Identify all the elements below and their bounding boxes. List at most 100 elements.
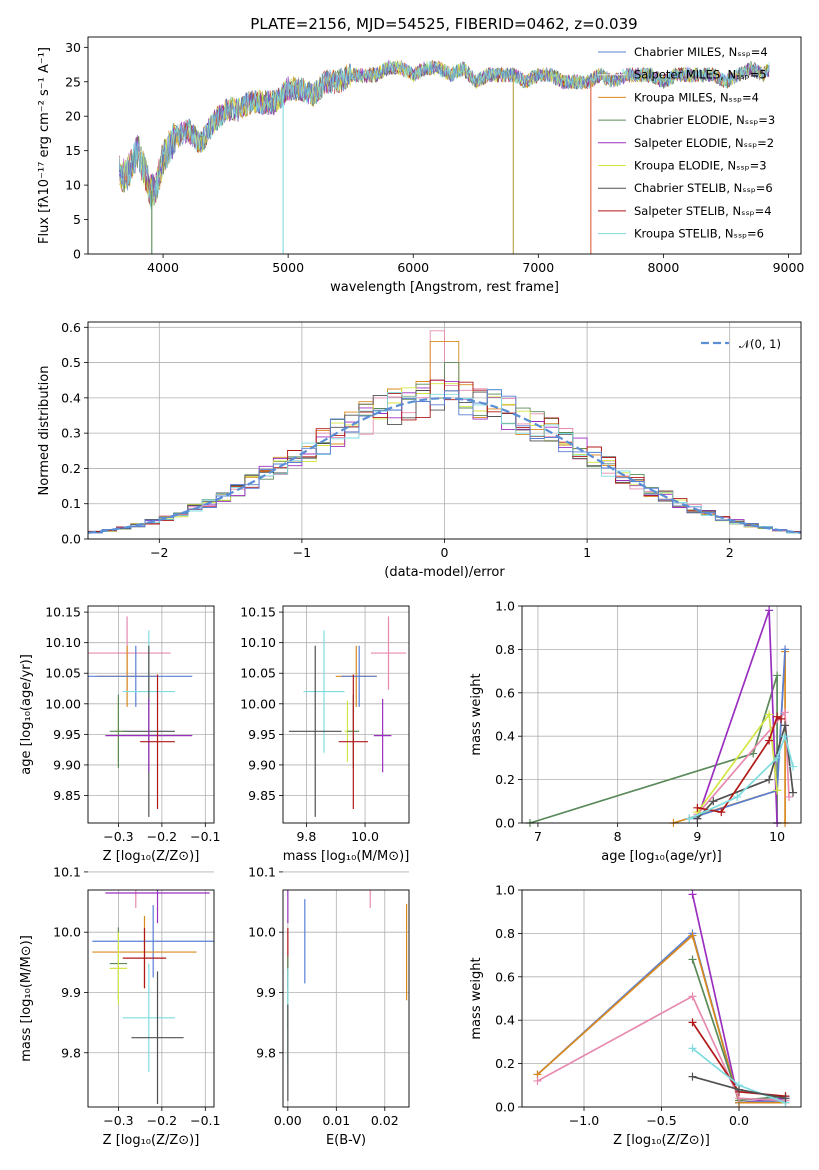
y-tick-label: 0.0 [495, 1100, 515, 1115]
x-axis-label: age [log₁₀(age/yr)] [601, 849, 722, 864]
x-tick-label: 9 [693, 829, 701, 844]
legend-entry: Chabrier MILES, Nₛₛₚ=4 [634, 45, 768, 59]
y-tick-label: 9.9 [61, 985, 81, 1000]
y-tick-label: 9.9 [256, 985, 276, 1000]
y-tick-label: 0.5 [61, 355, 81, 370]
y-tick-label: 10.00 [45, 696, 81, 711]
weight-marker [688, 890, 697, 899]
weight-marker [733, 792, 742, 801]
y-tick-label: 0.4 [495, 729, 515, 744]
y-tick-label: 9.8 [61, 1045, 81, 1060]
weight-marker [765, 606, 774, 615]
x-tick-label: 1 [583, 545, 591, 560]
plot-frame [521, 605, 802, 824]
plot-frame [521, 889, 802, 1108]
legend-entry: Chabrier ELODIE, Nₛₛₚ=3 [634, 113, 775, 127]
y-tick-label: 10 [65, 178, 81, 193]
weight-marker [688, 931, 697, 940]
weight-marker [688, 992, 697, 1001]
y-tick-label: 20 [65, 109, 81, 124]
figure-title: PLATE=2156, MJD=54525, FIBERID=0462, z=0… [250, 15, 637, 33]
weight-marker [777, 714, 786, 723]
x-tick-label: −0.2 [147, 1113, 177, 1128]
x-axis-label: Z [log₁₀(Z/Z⊙)] [613, 1133, 710, 1148]
weight-marker [785, 792, 794, 801]
y-axis-label: mass [log₁₀(M/M⊙)] [19, 935, 34, 1062]
y-tick-label: 10.10 [45, 635, 81, 650]
y-tick-label: 10.0 [53, 925, 81, 940]
x-axis-label: mass [log₁₀(M/M⊙)] [283, 849, 410, 864]
y-tick-label: 10.00 [240, 696, 276, 711]
y-tick-label: 0 [73, 247, 81, 262]
y-tick-label: 9.90 [53, 757, 81, 772]
y-tick-label: 0.2 [495, 1056, 515, 1071]
weight-marker [688, 1044, 697, 1053]
legend-entry: 𝒩(0, 1) [739, 337, 781, 351]
weight-marker [688, 1072, 697, 1081]
weight-marker [773, 786, 782, 795]
x-tick-label: 4000 [147, 260, 179, 275]
y-tick-label: 0.6 [495, 969, 515, 984]
legend-entry: Kroupa STELIB, Nₛₛₚ=6 [634, 227, 764, 241]
legend-entry: Kroupa MILES, Nₛₛₚ=4 [634, 90, 759, 104]
legend-entry: Kroupa ELODIE, Nₛₛₚ=3 [634, 159, 767, 173]
y-tick-label: 0.1 [61, 496, 81, 511]
y-tick-label: 10.1 [53, 864, 81, 879]
weight-marker [781, 732, 790, 741]
y-tick-label: 10.10 [240, 635, 276, 650]
x-tick-label: −0.1 [190, 829, 220, 844]
y-tick-label: 10.15 [45, 605, 81, 620]
y-tick-label: 0.8 [495, 926, 515, 941]
y-tick-label: 1.0 [495, 599, 515, 614]
y-axis-label: Normed distribution [37, 366, 52, 496]
plot-frame [282, 605, 410, 824]
y-tick-label: 15 [65, 143, 81, 158]
weight-marker [688, 955, 697, 964]
weight-marker [773, 753, 782, 762]
x-tick-label: −2 [150, 545, 168, 560]
plot-frame [87, 605, 215, 824]
x-tick-label: 6000 [397, 260, 429, 275]
x-tick-label: 8 [614, 829, 622, 844]
y-tick-label: 25 [65, 74, 81, 89]
y-axis-label: mass weight [469, 957, 484, 1039]
y-tick-label: 5 [73, 212, 81, 227]
weight-marker [765, 775, 774, 784]
weight-marker [781, 721, 790, 730]
x-tick-label: 10.0 [351, 829, 379, 844]
spectrum-line [119, 60, 770, 207]
x-tick-label: 2 [726, 545, 734, 560]
x-axis-label: E(B-V) [326, 1133, 366, 1148]
weight-marker [688, 1018, 697, 1027]
weight-marker [533, 1076, 542, 1085]
y-tick-label: 30 [65, 40, 81, 55]
x-tick-label: 0.00 [274, 1113, 302, 1128]
gaussian-curve [87, 397, 802, 534]
x-tick-label: −0.3 [103, 1113, 133, 1128]
legend-entry: Salpeter MILES, Nₛₛₚ=5 [634, 68, 767, 82]
y-tick-label: 10.05 [240, 666, 276, 681]
weight-marker [789, 762, 798, 771]
weight-marker [717, 808, 726, 817]
y-tick-label: 9.95 [53, 727, 81, 742]
weight-marker [693, 803, 702, 812]
y-tick-label: 0.4 [61, 390, 81, 405]
y-tick-label: 0.2 [495, 772, 515, 787]
plot-frame [282, 889, 410, 1108]
x-tick-label: −0.5 [646, 1113, 676, 1128]
weight-line [673, 651, 786, 823]
weight-marker [765, 736, 774, 745]
y-tick-label: 0.0 [495, 816, 515, 831]
y-tick-label: 0.6 [61, 320, 81, 335]
x-tick-label: 8000 [647, 260, 679, 275]
y-tick-label: 9.8 [256, 1045, 276, 1060]
y-tick-label: 9.90 [248, 757, 276, 772]
x-tick-label: 0.02 [371, 1113, 399, 1128]
y-tick-label: 0.6 [495, 685, 515, 700]
y-tick-label: 0.3 [61, 426, 81, 441]
y-axis-label: Flux [fλ10⁻¹⁷ erg cm⁻² s⁻¹ A⁻¹] [37, 47, 52, 244]
x-tick-label: 9.8 [296, 829, 316, 844]
x-tick-label: −1.0 [569, 1113, 599, 1128]
x-tick-label: −0.3 [103, 829, 133, 844]
